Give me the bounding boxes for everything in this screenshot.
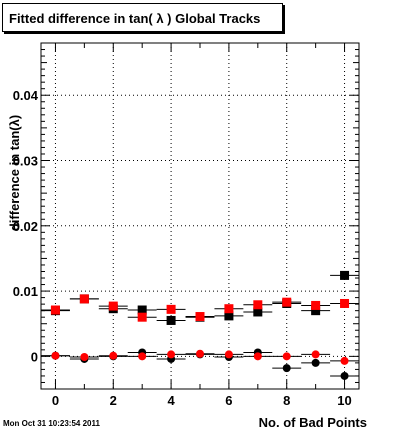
x-tick-label: 10 (337, 393, 351, 408)
data-point-square (311, 306, 321, 316)
x-tick-label: 6 (225, 393, 232, 408)
data-point-circle (138, 352, 147, 361)
y-tick-label: 0.03 (13, 154, 38, 169)
data-point-square (195, 312, 205, 322)
data-point-square (340, 270, 350, 280)
data-point-circle (51, 351, 60, 360)
grid (41, 43, 359, 389)
data-marks (41, 270, 359, 380)
data-point-square (108, 301, 118, 311)
data-point-square (224, 311, 234, 321)
y-tick-label: 0.02 (13, 219, 38, 234)
series-3 (41, 349, 359, 365)
data-point-square (79, 294, 89, 304)
x-tick-label: 4 (167, 393, 175, 408)
x-tick-label: 0 (52, 393, 59, 408)
data-point-square (282, 297, 292, 307)
data-point-square (137, 305, 147, 315)
data-point-circle (282, 364, 291, 373)
data-point-square (166, 315, 176, 325)
data-point-square (50, 305, 60, 315)
plot-frame (40, 42, 360, 390)
data-point-square (311, 300, 321, 310)
chart-title: Fitted difference in tan( λ ) Global Tra… (2, 3, 283, 32)
timestamp: Mon Oct 31 10:23:54 2011 (3, 419, 100, 428)
data-point-square (253, 307, 263, 317)
data-point-circle (340, 356, 349, 365)
data-point-circle (109, 351, 118, 360)
axis-ticks: 0 2 4 6 8 10 0 0.01 0.02 0.03 0.04 (13, 42, 359, 408)
data-point-circle (167, 350, 176, 359)
data-point-square (224, 304, 234, 314)
data-point-circle (311, 358, 320, 367)
data-point-circle (253, 352, 262, 361)
series-1 (41, 294, 359, 322)
x-tick-label: 8 (283, 393, 290, 408)
y-axis-label: difference in tan(λ) (7, 115, 22, 231)
data-point-square (137, 312, 147, 322)
data-point-circle (224, 350, 233, 359)
y-tick-label: 0.04 (13, 88, 39, 103)
y-tick-label: 0.01 (13, 284, 38, 299)
data-point-circle (196, 349, 204, 358)
data-point-circle (282, 352, 291, 361)
data-point-circle (311, 350, 320, 359)
data-point-circle (80, 353, 89, 362)
data-point-square (166, 304, 176, 314)
data-point-circle (340, 371, 349, 380)
data-point-square (253, 300, 263, 310)
y-tick-label: 0 (31, 349, 38, 364)
x-axis-label: No. of Bad Points (259, 415, 367, 430)
x-tick-label: 2 (110, 393, 117, 408)
data-point-square (340, 298, 350, 308)
